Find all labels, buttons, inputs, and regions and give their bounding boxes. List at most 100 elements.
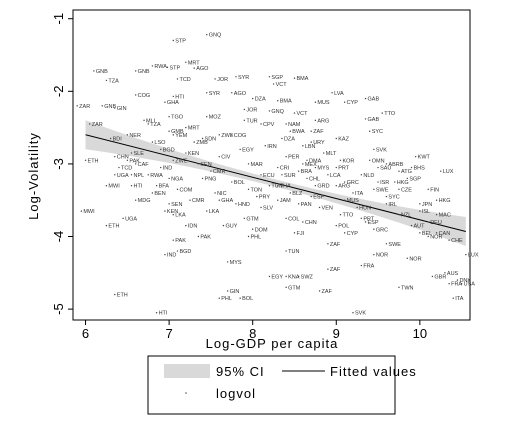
data-point — [114, 174, 116, 176]
data-point — [373, 188, 375, 191]
data-point-label: KOR — [342, 158, 354, 164]
data-point — [435, 214, 438, 216]
data-point-label: GNB — [104, 104, 116, 110]
data-point-label: NIC — [217, 191, 227, 197]
data-point-label: JAM — [280, 198, 291, 204]
data-point — [206, 92, 208, 94]
data-point-label: NAM — [288, 122, 301, 128]
data-point — [360, 174, 363, 176]
data-point — [101, 105, 103, 107]
data-point-label: SYC — [372, 129, 383, 135]
data-point-label: ARG — [338, 184, 350, 190]
data-point — [431, 275, 434, 278]
data-point — [239, 297, 241, 299]
data-point-label: LKA — [175, 213, 186, 219]
data-point-label: DZA — [284, 137, 295, 143]
x-tick-label: 10 — [413, 326, 427, 341]
x-tick-label: 7 — [165, 326, 172, 341]
data-point-label: COM — [179, 187, 192, 193]
data-point-label: AGO — [234, 91, 247, 97]
data-point-label: DZA — [255, 97, 266, 103]
data-point-label: SVK — [355, 311, 366, 317]
data-point — [364, 221, 367, 223]
data-point-label: YEM — [175, 133, 187, 139]
data-point — [218, 297, 220, 299]
data-point — [331, 92, 333, 94]
data-point — [239, 148, 241, 151]
data-point — [343, 232, 346, 234]
data-point-label: KWT — [418, 155, 431, 161]
data-point — [289, 130, 292, 132]
data-point-label: URY — [313, 140, 325, 146]
data-point-label: ZAF — [322, 289, 333, 295]
data-point-label: DNK — [459, 278, 471, 284]
data-point-label: VEN — [322, 205, 333, 211]
data-point — [201, 137, 204, 140]
data-point — [260, 206, 262, 209]
data-point-label: SWE — [376, 187, 389, 193]
data-point-label: GIN — [117, 106, 127, 112]
data-point — [268, 110, 271, 112]
data-point — [160, 166, 162, 169]
data-point — [297, 203, 300, 205]
data-point — [176, 250, 179, 252]
data-point — [76, 105, 78, 107]
data-point — [89, 123, 91, 125]
data-point — [356, 206, 358, 209]
data-point-label: EGY — [242, 147, 254, 153]
data-point — [310, 141, 312, 143]
data-point-label: ZAF — [313, 129, 324, 135]
data-point-label: IRL — [388, 202, 397, 208]
data-point — [243, 108, 246, 111]
data-point — [285, 155, 287, 158]
data-point — [352, 192, 354, 194]
data-point — [218, 199, 220, 201]
data-point — [381, 112, 383, 114]
data-point-label: SEN — [200, 162, 211, 168]
data-point — [427, 188, 429, 191]
data-point-label: UGA — [125, 216, 137, 222]
data-point-label: BGD — [163, 147, 175, 153]
data-point-label: BOL — [242, 296, 253, 302]
data-point-label: COG — [234, 133, 247, 139]
data-point-label: SDN — [205, 137, 217, 143]
data-point — [277, 166, 279, 169]
data-point — [410, 166, 413, 169]
data-point — [168, 203, 170, 205]
data-point-label: GIN — [230, 289, 240, 295]
data-point-label: AGO — [196, 66, 209, 72]
data-point-label: LUX — [443, 169, 454, 175]
data-point — [235, 76, 237, 78]
data-point — [189, 199, 191, 201]
data-point-label: MAR — [251, 162, 263, 168]
data-point — [155, 312, 158, 314]
data-point — [327, 243, 329, 245]
data-point — [231, 92, 233, 94]
data-point-label: UGA — [117, 173, 129, 179]
data-point-label: HKG — [397, 180, 409, 186]
data-point-label: TTO — [342, 213, 354, 219]
data-point-label: MAC — [439, 213, 451, 219]
data-point-label: TZA — [150, 122, 161, 128]
data-point-label: GNQ — [209, 33, 222, 39]
data-point-label: BRA — [301, 169, 313, 175]
data-point — [226, 261, 229, 263]
y-axis-title: Log-Volatility — [26, 132, 41, 220]
data-point-label: CHN — [117, 155, 129, 161]
data-point-label: TWN — [401, 285, 414, 291]
data-point-label: KEN — [188, 151, 199, 157]
data-point — [176, 188, 179, 191]
data-point-label: KNA — [288, 274, 300, 280]
data-point — [281, 174, 283, 176]
data-point — [147, 174, 149, 176]
data-point — [164, 210, 166, 212]
data-point — [172, 134, 174, 136]
data-point-label: BEN — [154, 191, 165, 197]
data-point — [440, 170, 442, 172]
data-point-label: TGO — [171, 115, 184, 121]
data-point-label: FRA — [363, 264, 374, 270]
data-point — [201, 177, 204, 180]
data-point-label: PAK — [129, 158, 140, 164]
data-point — [206, 33, 208, 36]
